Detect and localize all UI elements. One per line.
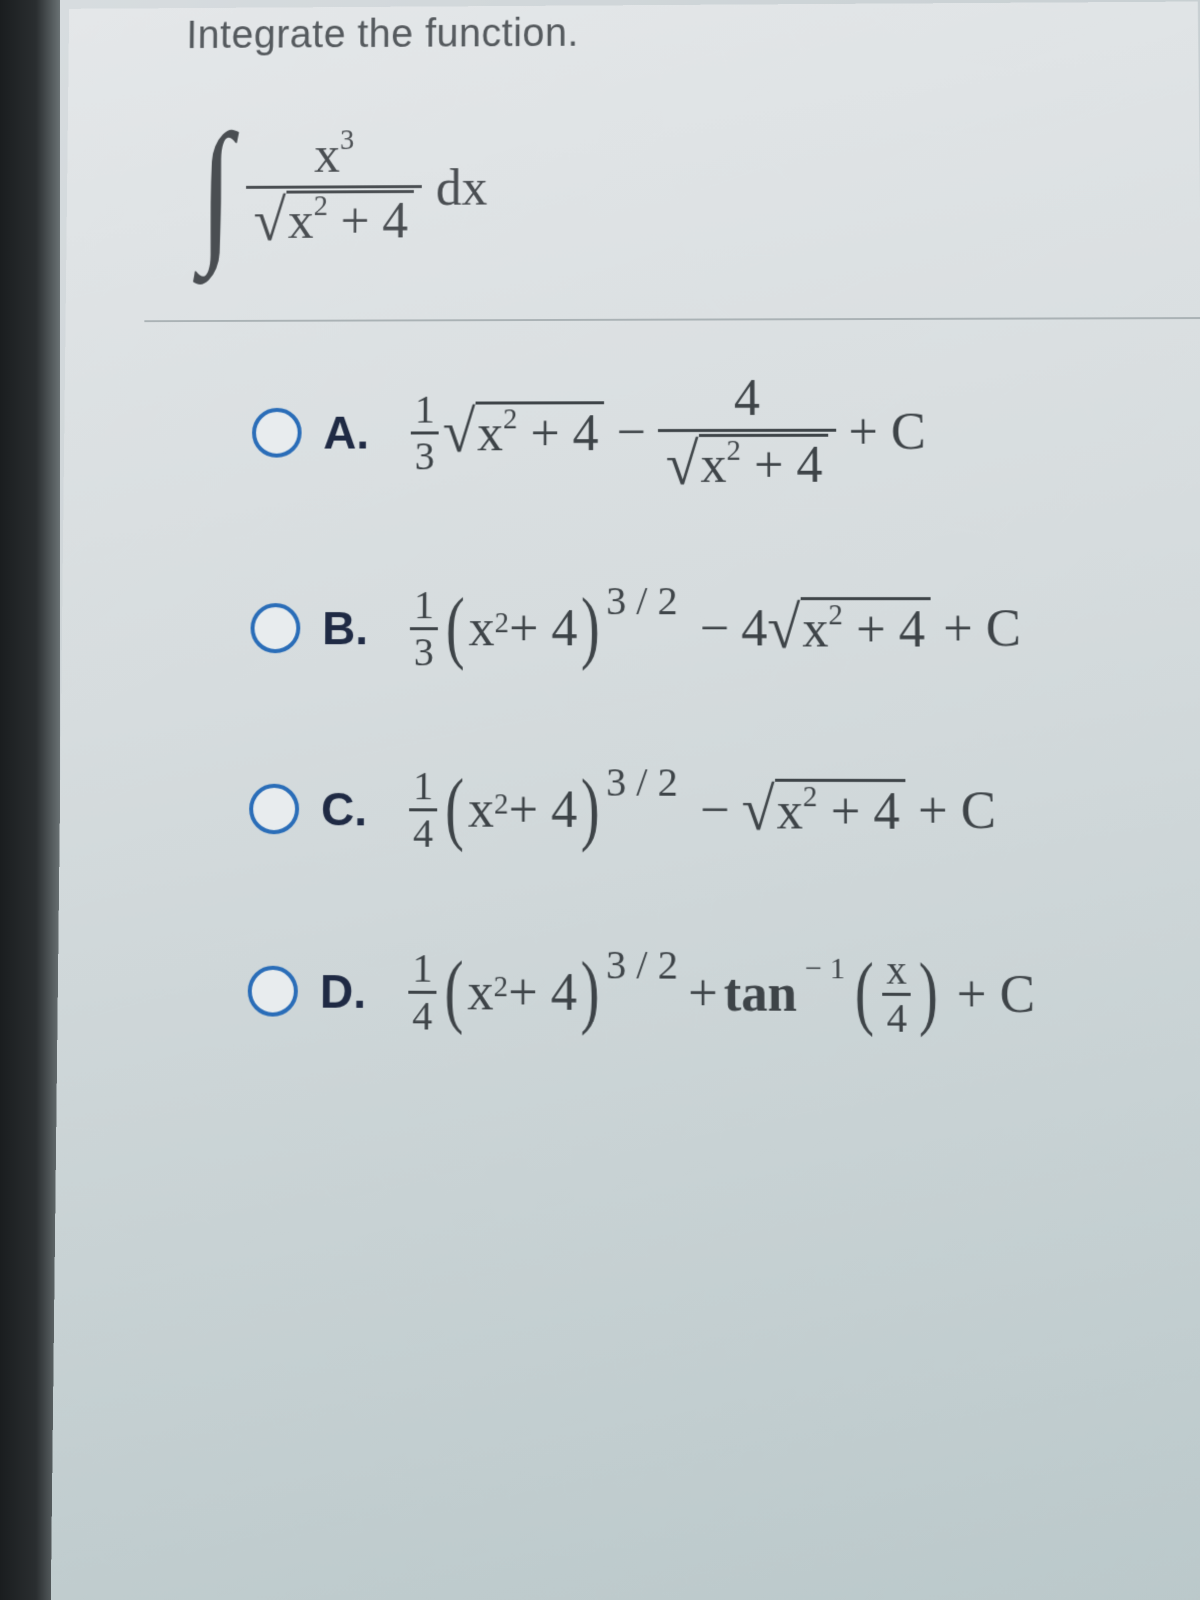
- frac-1-3: 1 3: [411, 389, 439, 476]
- sqrt-x2p4-a1: √ x2 + 4: [443, 401, 605, 463]
- option-a: A. 1 3 √ x2 + 4 − 4: [252, 369, 1200, 495]
- frac-4-over-sqrt: 4 √ x2 + 4: [658, 370, 837, 494]
- radio-option-c[interactable]: [249, 784, 299, 835]
- option-letter-b: B.: [322, 602, 382, 656]
- option-d: D. 1 4 ( x2 + 4 ) 3 / 2 + tan − 1 ( x: [247, 945, 1200, 1043]
- differential-dx: dx: [436, 159, 488, 217]
- frac-x-4: x 4: [882, 950, 911, 1039]
- section-divider: [144, 317, 1200, 322]
- radio-option-a[interactable]: [252, 408, 302, 458]
- radio-option-b[interactable]: [250, 604, 300, 654]
- denom-x-exp: 2: [314, 192, 328, 223]
- page-left-dark-edge: [0, 0, 60, 1600]
- question-prompt: Integrate the function.: [186, 11, 579, 57]
- numerator-x: x: [314, 127, 340, 183]
- integral-sign-icon: ∫: [200, 110, 234, 267]
- sqrt-x2p4-b: √ x2 + 4: [767, 598, 931, 661]
- frac-1-4-c: 1 4: [409, 766, 437, 854]
- frac-1-3-b: 1 3: [410, 585, 438, 672]
- option-d-expression: 1 4 ( x2 + 4 ) 3 / 2 + tan − 1 ( x 4 ): [404, 945, 1035, 1042]
- radio-option-d[interactable]: [248, 966, 298, 1017]
- frac-1-4-d: 1 4: [408, 948, 437, 1037]
- option-letter-c: C.: [321, 782, 381, 837]
- option-b: B. 1 3 ( x2 + 4 ) 3 / 2 − 4 √ x2 +: [250, 582, 1200, 675]
- option-a-expression: 1 3 √ x2 + 4 − 4 √: [407, 370, 939, 495]
- option-letter-d: D.: [320, 964, 381, 1019]
- integral-expression: ∫ x3 √ x2 + 4 dx: [194, 109, 487, 268]
- denom-plus4: + 4: [340, 193, 408, 249]
- denom-x: x: [288, 193, 314, 249]
- option-c-expression: 1 4 ( x2 + 4 ) 3 / 2 − √ x2 + 4 + C: [405, 763, 996, 858]
- integrand-fraction: x3 √ x2 + 4: [245, 127, 422, 250]
- option-letter-a: A.: [323, 406, 383, 460]
- denominator-sqrt: √ x2 + 4: [253, 190, 414, 250]
- option-c: C. 1 4 ( x2 + 4 ) 3 / 2 − √ x2 + 4: [249, 763, 1200, 858]
- sqrt-x2p4-c: √ x2 + 4: [742, 779, 906, 842]
- question-page: Integrate the function. ∫ x3 √ x2 + 4 dx: [51, 2, 1200, 1600]
- numerator-exp: 3: [340, 126, 354, 157]
- option-b-expression: 1 3 ( x2 + 4 ) 3 / 2 − 4 √ x2 + 4: [406, 582, 1022, 675]
- answer-options: A. 1 3 √ x2 + 4 − 4: [247, 369, 1200, 1134]
